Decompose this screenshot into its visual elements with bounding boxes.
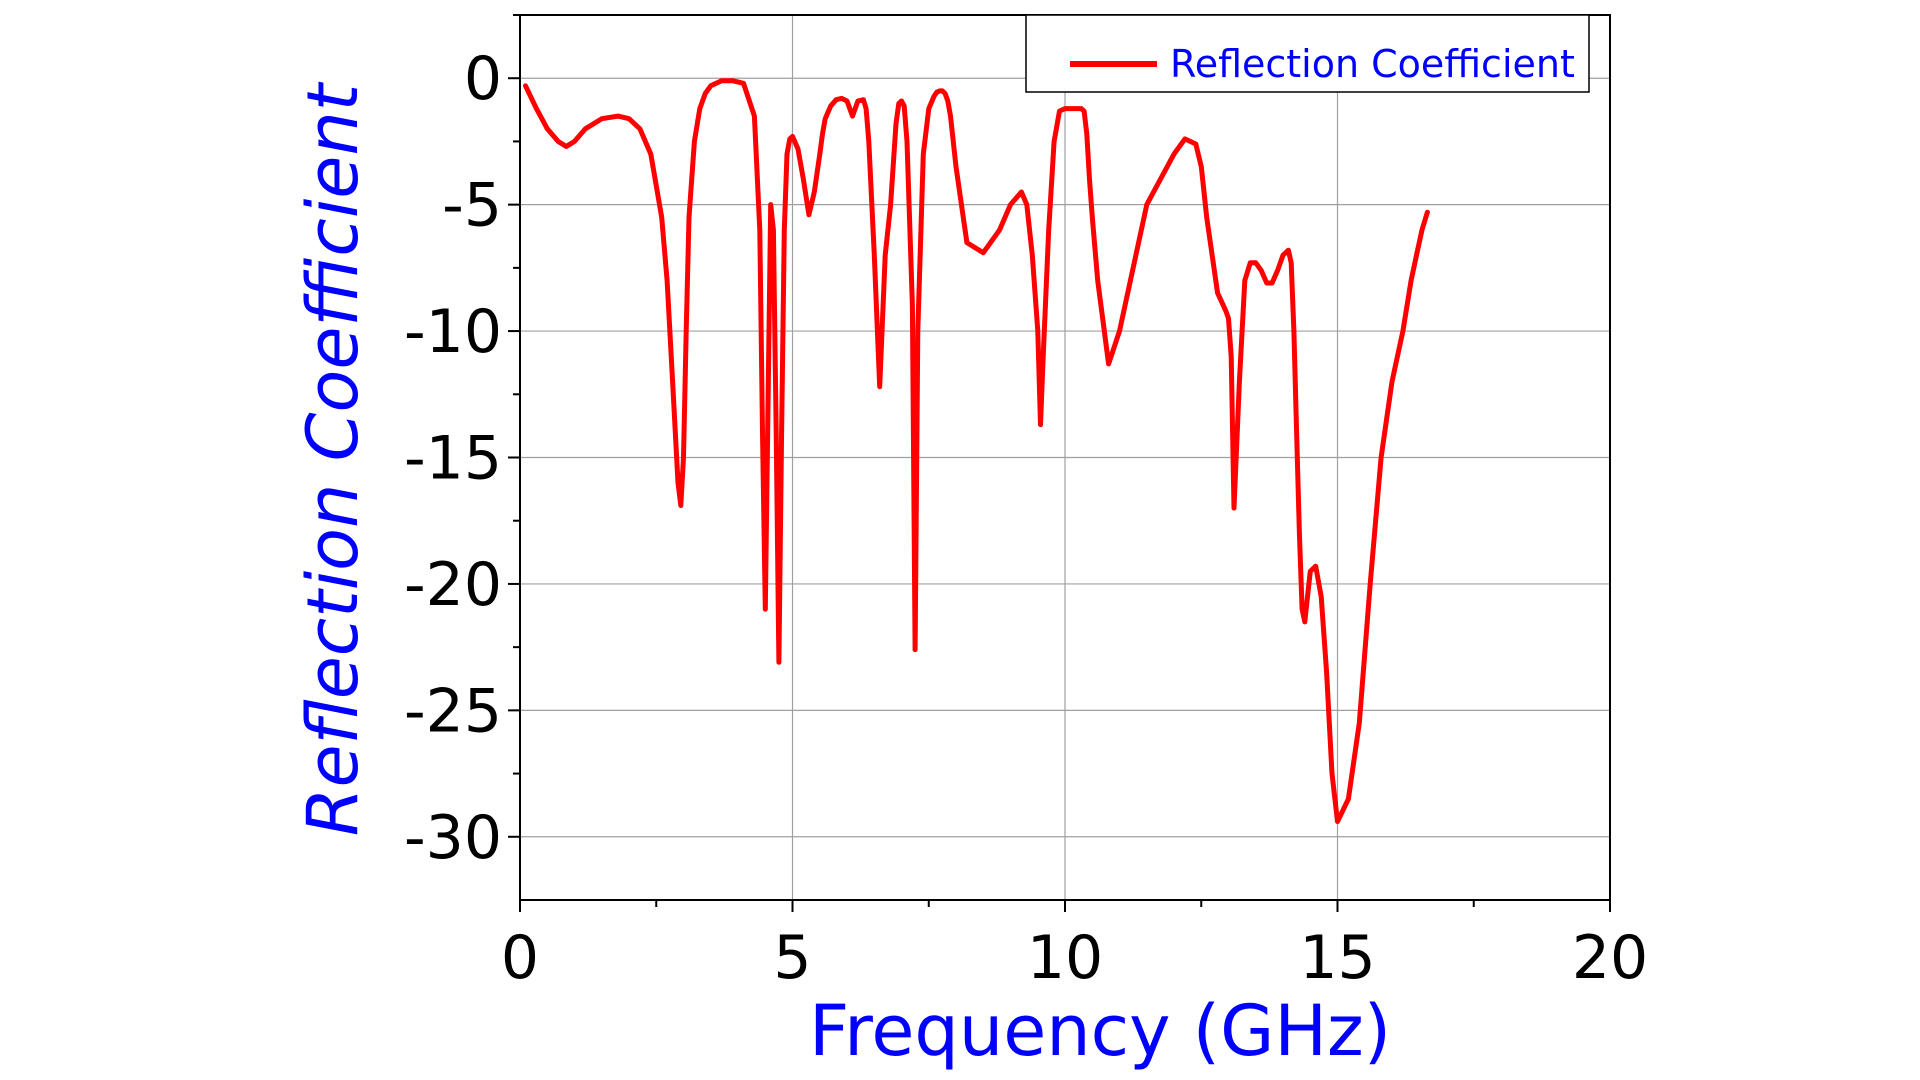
series-layer	[523, 78, 1430, 825]
legend: Reflection Coefficient	[1025, 14, 1590, 93]
x-tick-label: 15	[1299, 923, 1375, 993]
x-tick-label: 5	[773, 923, 811, 993]
y-tick-label: -30	[404, 803, 502, 873]
y-tick-label: -15	[404, 424, 502, 494]
y-tick-labels: 0 -5 -10 -15 -20 -25 -30	[404, 44, 502, 873]
legend-box	[1025, 14, 1590, 93]
x-tick-label: 0	[501, 923, 539, 993]
y-tick-label: -10	[404, 297, 502, 367]
y-axis-title: Reflection Coefficient	[292, 81, 374, 836]
x-tick-labels: 0 5 10 15 20	[501, 923, 1648, 993]
x-tick-label: 20	[1572, 923, 1648, 993]
y-tick-label: 0	[464, 44, 502, 114]
y-tick-label: -20	[404, 550, 502, 620]
reflection-coefficient-line	[523, 78, 1430, 825]
x-tick-label: 10	[1027, 923, 1103, 993]
y-tick-label: -25	[404, 676, 502, 746]
legend-label: Reflection Coefficient	[1170, 42, 1575, 86]
x-axis-title: Frequency (GHz)	[809, 990, 1391, 1072]
y-tick-label: -5	[442, 171, 502, 241]
tick-marks	[508, 14, 1611, 912]
